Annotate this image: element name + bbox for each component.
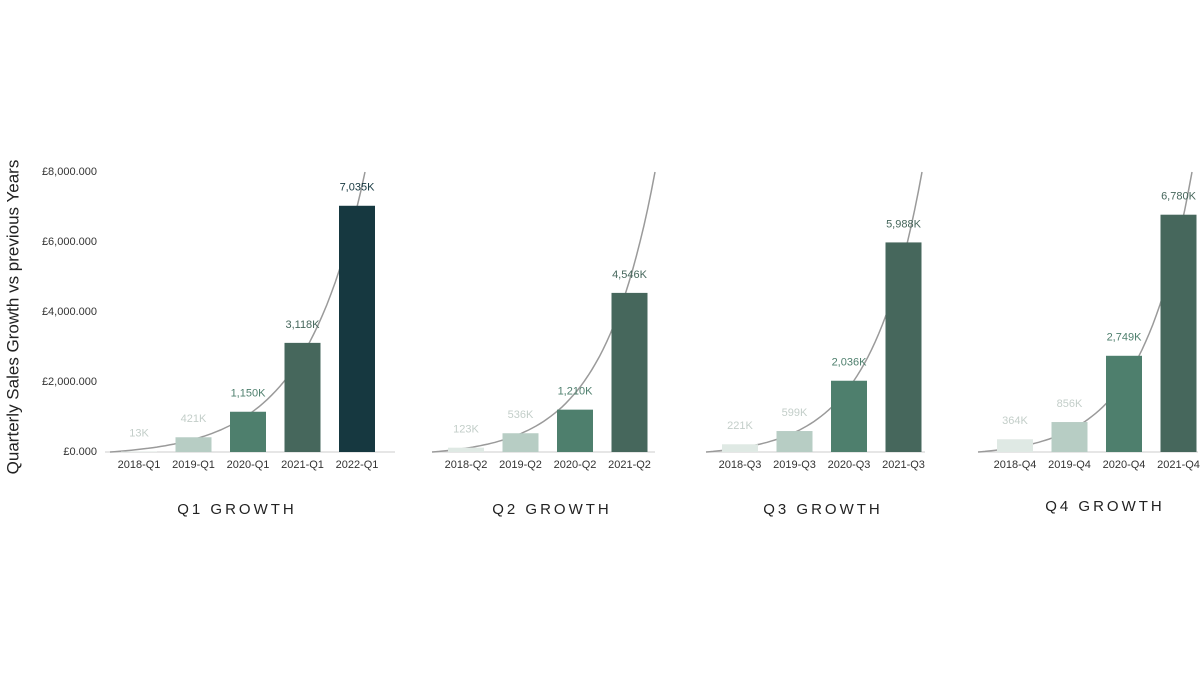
x-tick-label: 2018-Q1 <box>118 459 161 471</box>
bar <box>1160 214 1197 452</box>
bar <box>831 380 867 452</box>
value-label: 421K <box>181 413 207 425</box>
x-tick-label: 2020-Q1 <box>227 459 270 471</box>
panel-title: Q2 GROWTH <box>492 501 612 518</box>
y-axis-label: Quarterly Sales Growth vs previous Years <box>3 160 22 475</box>
value-label: 364K <box>1002 415 1028 427</box>
bar <box>502 433 539 452</box>
value-label: 4,546K <box>612 269 648 281</box>
value-label: 7,035K <box>340 182 376 194</box>
value-label: 536K <box>508 409 534 421</box>
x-tick-label: 2021-Q2 <box>608 459 651 471</box>
bar <box>448 447 484 452</box>
trend-curve <box>109 171 366 453</box>
bar <box>557 409 593 452</box>
bar <box>997 439 1033 452</box>
trend-curve <box>977 171 1193 453</box>
value-label: 13K <box>129 427 149 439</box>
bar <box>284 342 321 452</box>
x-tick-label: 2018-Q2 <box>445 459 488 471</box>
value-label: 6,780K <box>1161 191 1197 203</box>
value-label: 123K <box>453 424 479 436</box>
y-tick-label: £6,000.000 <box>42 236 97 248</box>
bar <box>1106 355 1142 452</box>
bar <box>885 242 922 452</box>
value-label: 5,988K <box>886 218 922 230</box>
x-tick-label: 2021-Q1 <box>281 459 324 471</box>
value-label: 221K <box>727 420 753 432</box>
x-tick-label: 2019-Q1 <box>172 459 215 471</box>
x-tick-label: 2019-Q3 <box>773 459 816 471</box>
x-tick-label: 2018-Q4 <box>994 459 1037 471</box>
x-tick-label: 2020-Q3 <box>828 459 871 471</box>
bar <box>1051 422 1088 452</box>
x-tick-label: 2019-Q2 <box>499 459 542 471</box>
bar <box>722 444 758 452</box>
panel-title: Q4 GROWTH <box>1045 498 1165 515</box>
y-tick-label: £2,000.000 <box>42 376 97 388</box>
y-tick-label: £0.000 <box>63 446 97 458</box>
value-label: 2,749K <box>1107 332 1143 344</box>
panel-title: Q1 GROWTH <box>177 501 297 518</box>
x-tick-label: 2020-Q4 <box>1103 459 1146 471</box>
y-tick-label: £4,000.000 <box>42 306 97 318</box>
y-tick-label: £8,000.000 <box>42 166 97 178</box>
bar <box>776 431 813 452</box>
panel-title: Q3 GROWTH <box>763 501 883 518</box>
x-tick-label: 2022-Q1 <box>336 459 379 471</box>
value-label: 1,150K <box>231 388 267 400</box>
x-tick-label: 2021-Q3 <box>882 459 925 471</box>
x-tick-label: 2021-Q4 <box>1157 459 1200 471</box>
value-label: 3,118K <box>285 319 320 331</box>
bar <box>339 205 375 452</box>
bar <box>175 437 212 452</box>
value-label: 2,036K <box>832 357 868 369</box>
x-tick-label: 2020-Q2 <box>554 459 597 471</box>
x-tick-label: 2018-Q3 <box>719 459 762 471</box>
value-label: 856K <box>1057 398 1083 410</box>
value-label: 599K <box>782 407 808 419</box>
bar <box>611 292 648 452</box>
bar <box>230 411 266 452</box>
value-label: 1,210K <box>558 386 594 398</box>
x-tick-label: 2019-Q4 <box>1048 459 1091 471</box>
